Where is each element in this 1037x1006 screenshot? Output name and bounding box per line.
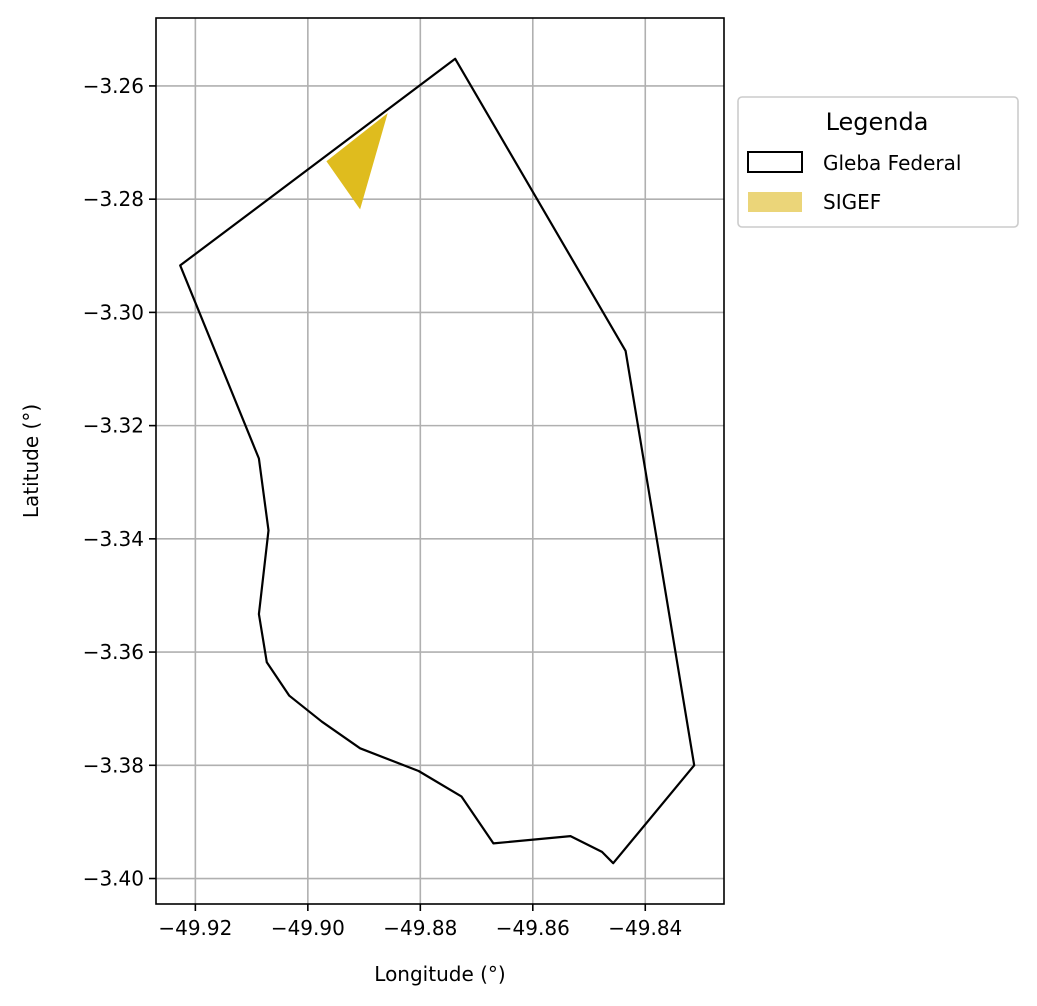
y-tick-label: −3.28 [83, 187, 144, 211]
legend-swatch-sigef [748, 192, 802, 212]
y-tick-label: −3.30 [83, 300, 144, 324]
y-axis-title: Latitude (°) [19, 404, 43, 518]
gleba-layer [179, 57, 696, 865]
tick-layer: −49.92 −49.90 −49.88 −49.86 −49.84 −3.26 −3.28… [83, 74, 683, 940]
gleba-federal-outline [179, 57, 696, 865]
legend-frame [737, 96, 1019, 228]
x-tick-label: −49.88 [383, 916, 457, 940]
y-tick-label: −3.36 [83, 640, 144, 664]
y-tick-label: −3.38 [83, 753, 144, 777]
x-tick-label: −49.90 [271, 916, 345, 940]
legend-title: Legenda [826, 108, 929, 136]
legend-label-sigef: SIGEF [823, 190, 881, 214]
sigef-layer [326, 113, 388, 210]
plot-area: −49.92 −49.90 −49.88 −49.86 −49.84 −3.26 −3.28… [83, 17, 725, 940]
y-tick-label: −3.32 [83, 414, 144, 438]
grid-layer [156, 18, 724, 904]
plot-background [156, 18, 724, 904]
plot-frame [155, 17, 725, 905]
legend-label-gleba-federal: Gleba Federal [823, 151, 961, 175]
x-axis-title: Longitude (°) [374, 962, 505, 986]
legend-swatch-gleba-federal [747, 151, 803, 173]
y-tick-label: −3.34 [83, 527, 144, 551]
y-tick-label: −3.26 [83, 74, 144, 98]
x-tick-label: −49.86 [496, 916, 570, 940]
x-tick-label: −49.84 [608, 916, 682, 940]
y-tick-label: −3.40 [83, 867, 144, 891]
x-tick-label: −49.92 [158, 916, 232, 940]
sigef-polygon [326, 113, 388, 210]
legend: Legenda Gleba Federal SIGEF [737, 96, 1019, 228]
